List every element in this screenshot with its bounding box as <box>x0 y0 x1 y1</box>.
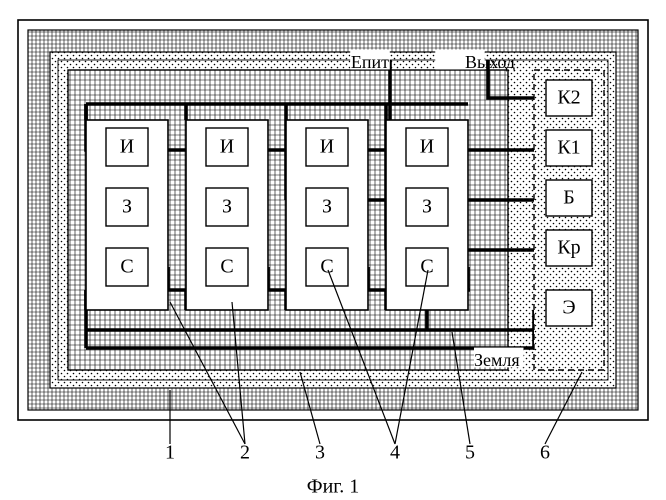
cell-label: И <box>320 136 334 158</box>
right-box-label: Б <box>563 187 574 209</box>
cell-label: С <box>320 256 333 278</box>
label-zemlya: Земля <box>474 350 520 370</box>
cell-label: И <box>120 136 134 158</box>
cell-label: С <box>220 256 233 278</box>
cell-label: З <box>422 196 432 218</box>
right-box-label: К1 <box>557 137 580 159</box>
label-vyhod: Выход <box>465 52 515 72</box>
callout-number-2: 2 <box>240 442 250 464</box>
callout-number-3: 3 <box>315 442 325 464</box>
callout-number-1: 1 <box>165 442 175 464</box>
figure-caption: Фиг. 1 <box>307 476 359 498</box>
callout-number-4: 4 <box>390 442 400 464</box>
cell-label: И <box>220 136 234 158</box>
right-box-label: Кр <box>557 237 580 259</box>
cell-label: И <box>420 136 434 158</box>
callout-number-5: 5 <box>465 442 475 464</box>
callout-number-6: 6 <box>540 442 550 464</box>
cell-label: З <box>222 196 232 218</box>
cell-label: З <box>122 196 132 218</box>
diagram-svg: ИЗСИЗСИЗСИЗСК2К1БКрЭЕпитВыходЗемля123456… <box>0 0 666 500</box>
right-box-label: К2 <box>557 87 580 109</box>
cell-label: З <box>322 196 332 218</box>
right-box-label: Э <box>562 297 575 319</box>
cell-label: С <box>120 256 133 278</box>
figure-1: { "canvas": { "width": 666, "height": 50… <box>0 0 666 500</box>
label-epit: Епит <box>351 52 389 72</box>
